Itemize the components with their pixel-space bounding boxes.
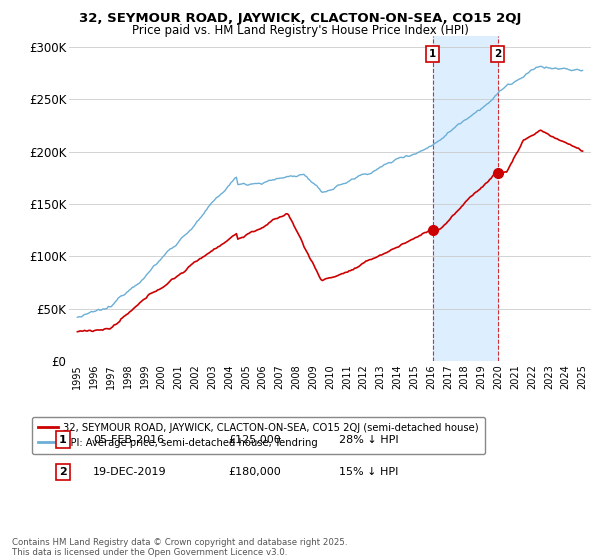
- Text: 28% ↓ HPI: 28% ↓ HPI: [339, 435, 398, 445]
- Text: Price paid vs. HM Land Registry's House Price Index (HPI): Price paid vs. HM Land Registry's House …: [131, 24, 469, 36]
- Text: 15% ↓ HPI: 15% ↓ HPI: [339, 467, 398, 477]
- Text: 32, SEYMOUR ROAD, JAYWICK, CLACTON-ON-SEA, CO15 2QJ: 32, SEYMOUR ROAD, JAYWICK, CLACTON-ON-SE…: [79, 12, 521, 25]
- Text: 05-FEB-2016: 05-FEB-2016: [93, 435, 164, 445]
- Text: Contains HM Land Registry data © Crown copyright and database right 2025.
This d: Contains HM Land Registry data © Crown c…: [12, 538, 347, 557]
- Text: 2: 2: [494, 49, 502, 59]
- Text: 19-DEC-2019: 19-DEC-2019: [93, 467, 167, 477]
- Text: £125,000: £125,000: [228, 435, 281, 445]
- Text: 1: 1: [429, 49, 436, 59]
- Text: £180,000: £180,000: [228, 467, 281, 477]
- Text: 1: 1: [59, 435, 67, 445]
- Legend: 32, SEYMOUR ROAD, JAYWICK, CLACTON-ON-SEA, CO15 2QJ (semi-detached house), HPI: : 32, SEYMOUR ROAD, JAYWICK, CLACTON-ON-SE…: [32, 417, 485, 454]
- Text: 2: 2: [59, 467, 67, 477]
- Bar: [433, 36, 498, 361]
